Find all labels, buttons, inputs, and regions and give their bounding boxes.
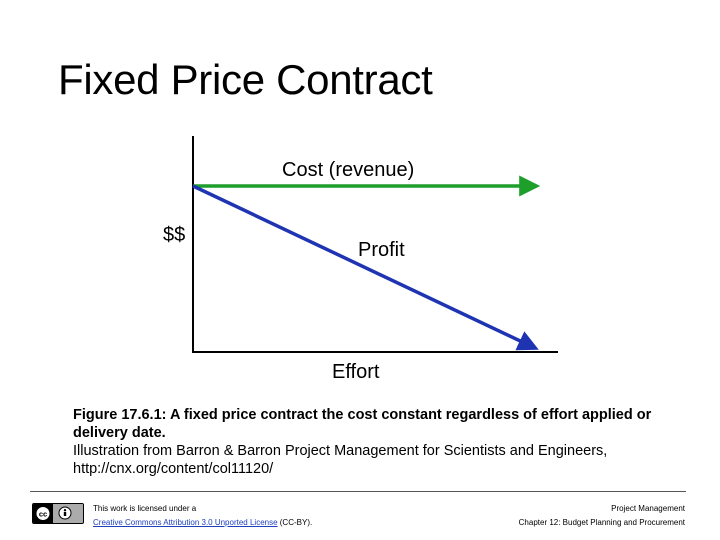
cc-license-icon: cc [32, 503, 84, 524]
fixed-price-diagram: Cost (revenue) $$ Profit Effort [163, 136, 558, 383]
profit-label: Profit [358, 239, 405, 261]
license-link[interactable]: Creative Commons Attribution 3.0 Unporte… [93, 518, 278, 527]
footer-license: This work is licensed under a Creative C… [93, 502, 312, 530]
course-title: Project Management [611, 504, 685, 513]
profit-line [192, 184, 539, 351]
license-line: Creative Commons Attribution 3.0 Unporte… [93, 516, 312, 530]
figure-caption: Figure 17.6.1: A fixed price contract th… [73, 406, 673, 478]
caption-source-text: Illustration from Barron & Barron Projec… [73, 443, 608, 477]
footer-divider [30, 491, 686, 492]
slide-title: Fixed Price Contract [58, 56, 433, 103]
license-suffix: (CC-BY). [277, 518, 313, 527]
license-prefix: This work is licensed under a [93, 504, 197, 513]
caption-figure-text: Figure 17.6.1: A fixed price contract th… [73, 407, 652, 441]
cost-revenue-label: Cost (revenue) [282, 159, 414, 181]
footer-course-info: Project Management Chapter 12: Budget Pl… [519, 502, 685, 530]
x-axis-label: Effort [332, 361, 380, 383]
y-axis-label: $$ [163, 224, 185, 246]
chapter-title: Chapter 12: Budget Planning and Procurem… [518, 518, 685, 527]
svg-text:cc: cc [39, 510, 47, 519]
